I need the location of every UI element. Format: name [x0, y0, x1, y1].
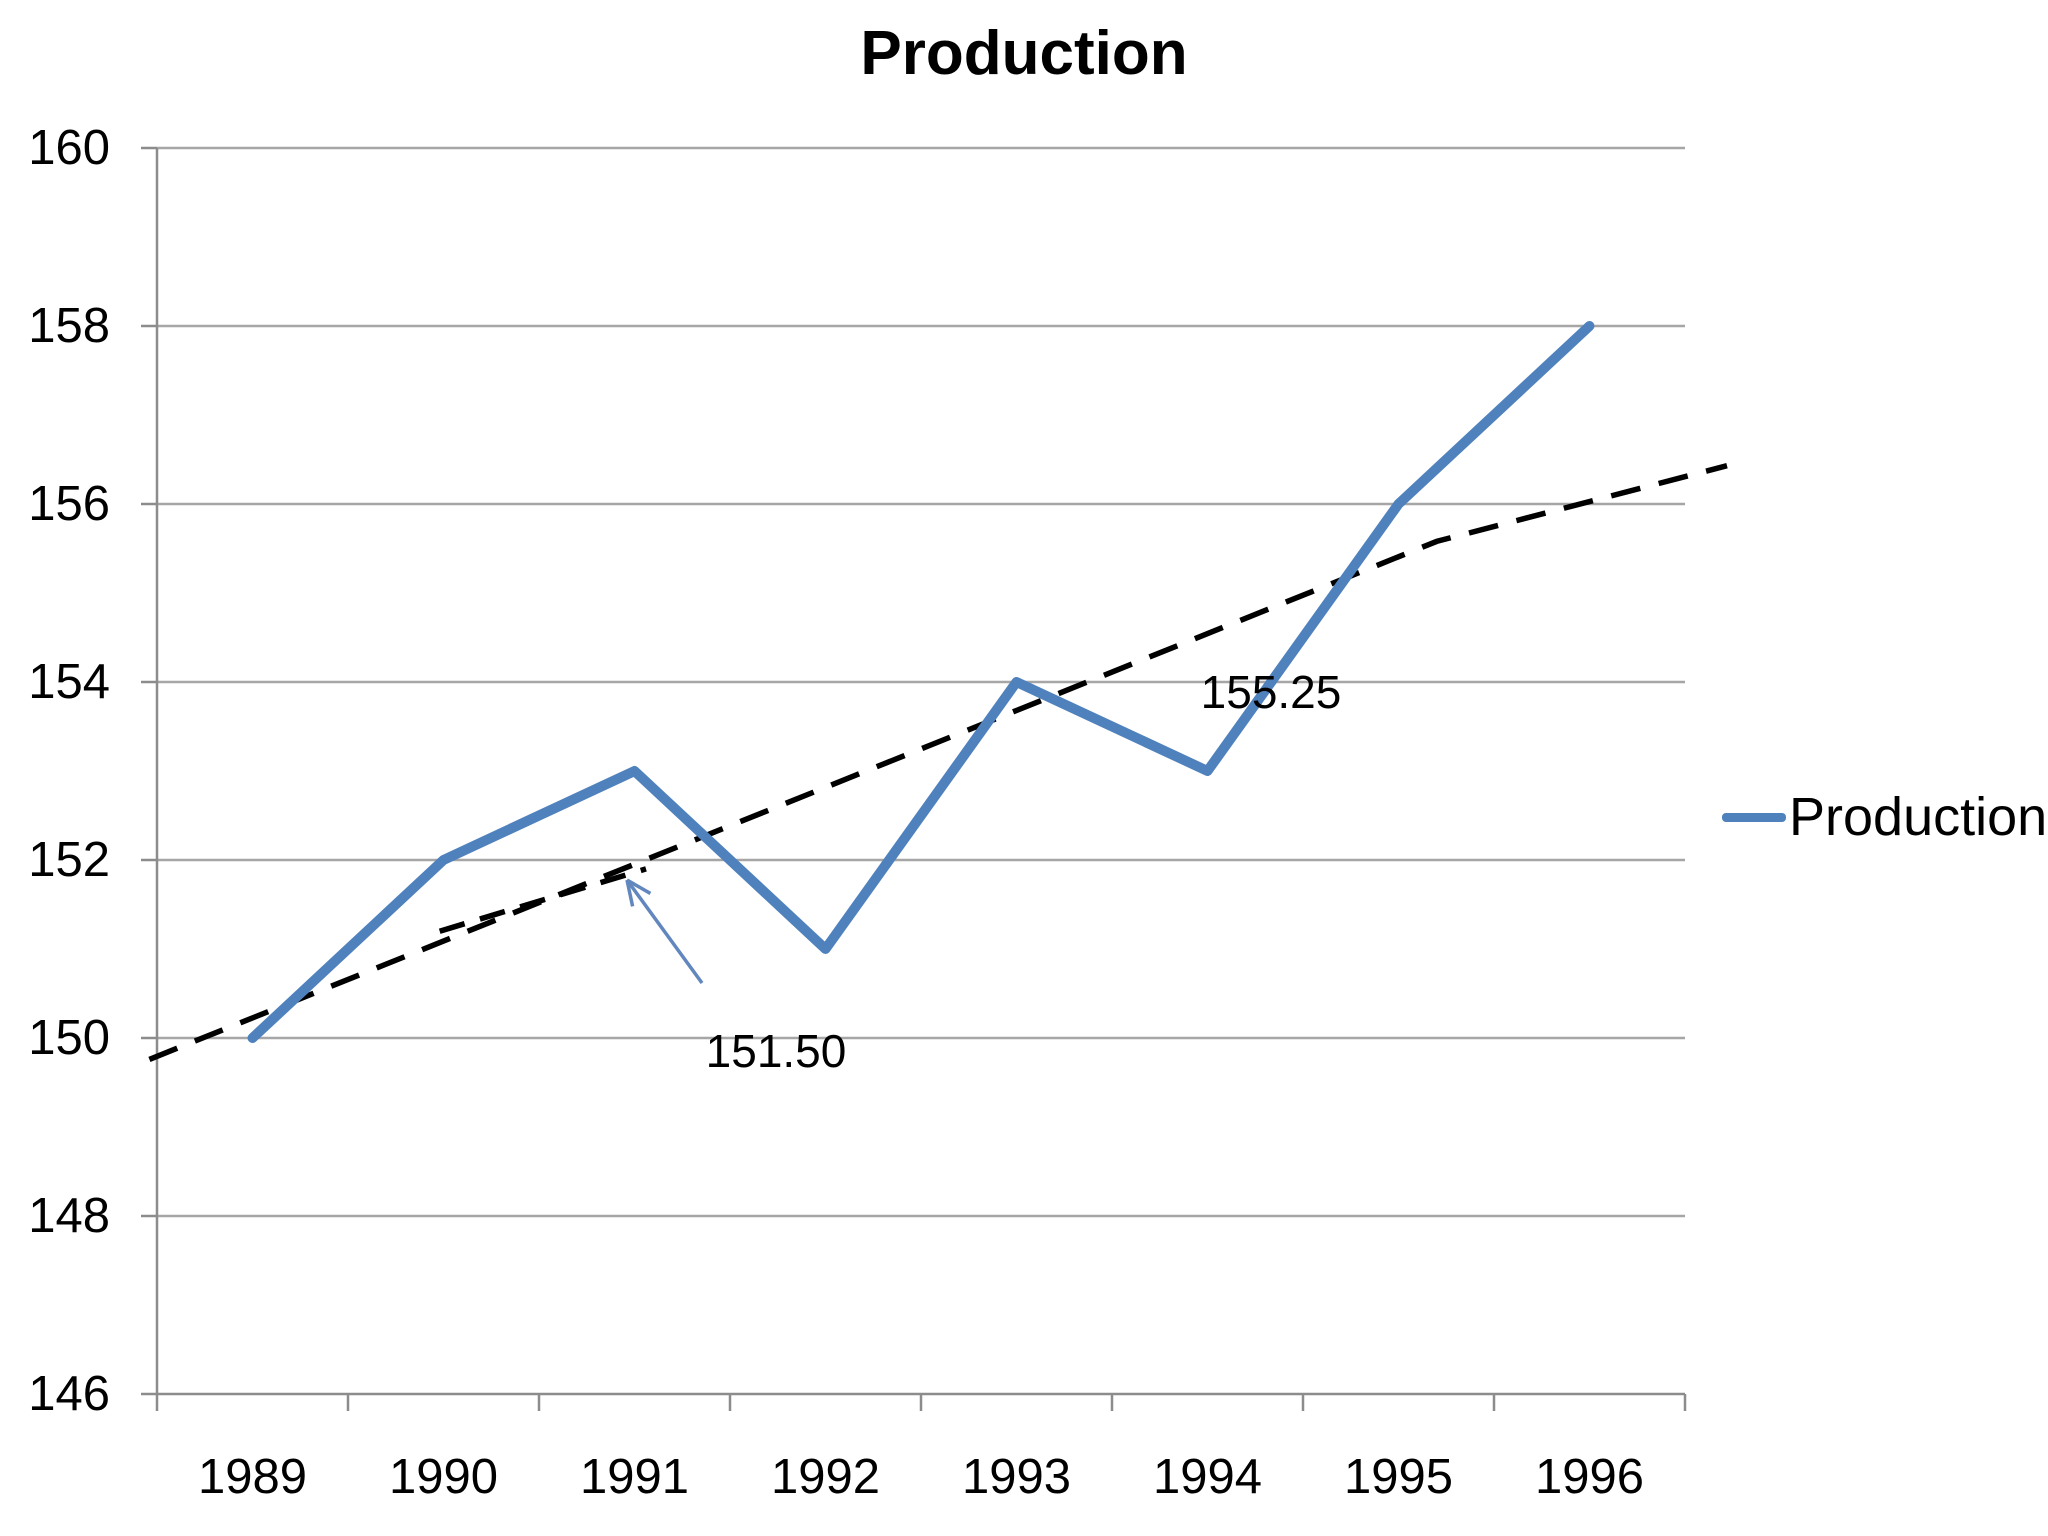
y-tick-label: 154 — [28, 655, 110, 709]
trend-overlap-segment — [438, 866, 647, 934]
y-tick-label: 158 — [28, 299, 110, 353]
legend-label: Production — [1789, 787, 2048, 847]
annotation-moving-average-155-25: 155.25 — [1200, 666, 1342, 718]
y-tick-label: 160 — [28, 121, 110, 175]
x-tick-label: 1991 — [580, 1450, 689, 1504]
x-tick-label: 1995 — [1344, 1450, 1453, 1504]
x-tick-label: 1989 — [198, 1450, 307, 1504]
y-tick-label: 150 — [28, 1011, 110, 1065]
x-tick-label: 1990 — [389, 1450, 498, 1504]
legend-line-icon — [1722, 812, 1786, 822]
x-tick-label: 1993 — [962, 1450, 1071, 1504]
x-tick-label: 1996 — [1535, 1450, 1644, 1504]
chart-title: Production — [860, 19, 1188, 88]
x-tick-label: 1994 — [1153, 1450, 1262, 1504]
annotation-arrowhead — [626, 878, 652, 895]
production-line — [247, 321, 1595, 1043]
annotation-moving-average-151-50: 151.50 — [705, 1025, 847, 1077]
annotation-arrowhead — [625, 879, 635, 907]
legend: Production — [1722, 786, 2047, 848]
y-tick-label: 146 — [28, 1367, 110, 1421]
y-tick-label: 148 — [28, 1189, 110, 1243]
y-tick-label: 152 — [28, 833, 110, 887]
y-tick-label: 156 — [28, 477, 110, 531]
x-tick-label: 1992 — [771, 1450, 880, 1504]
trend-line — [148, 463, 1728, 1062]
annotation-arrow — [625, 878, 704, 985]
